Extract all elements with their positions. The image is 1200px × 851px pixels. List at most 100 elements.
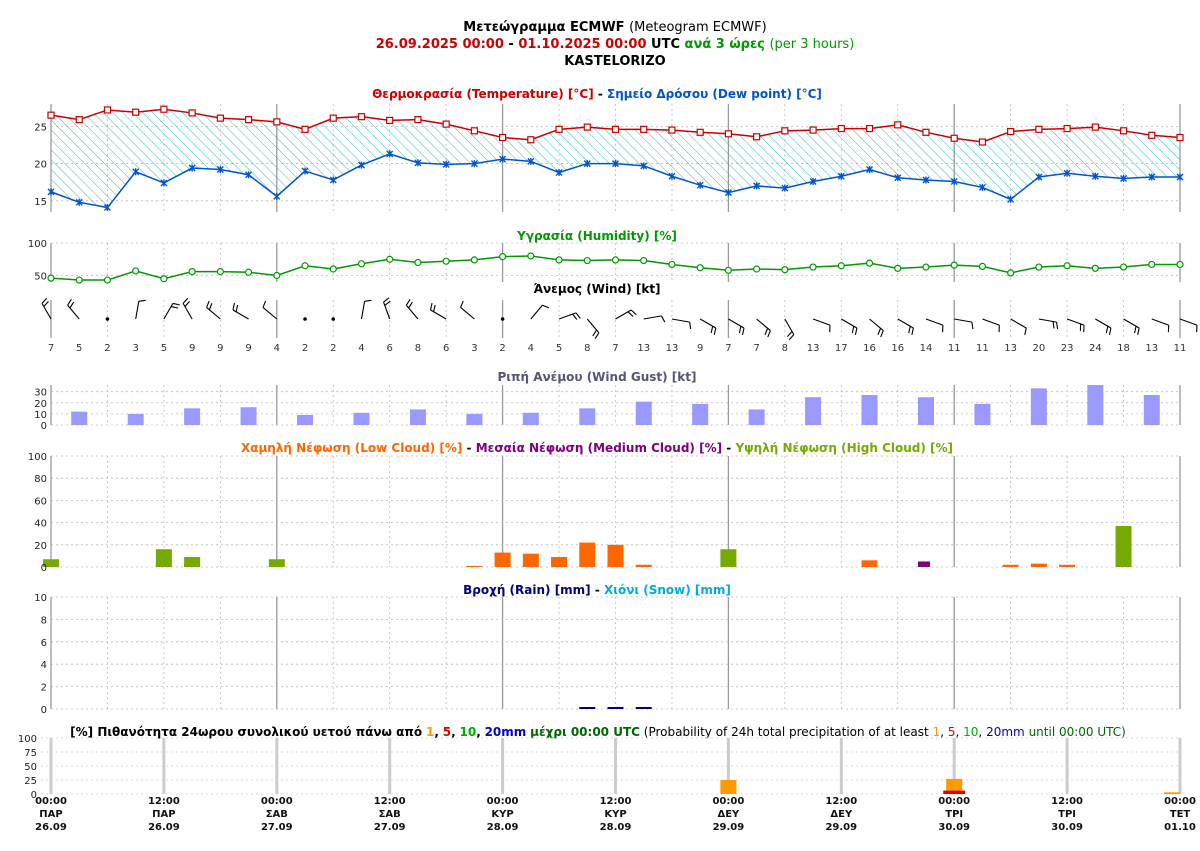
wind-barb <box>784 318 795 341</box>
dew-point-point <box>640 162 648 170</box>
temperature-point <box>1035 125 1043 133</box>
humidity-point <box>1063 262 1071 270</box>
title-dash: - <box>508 37 513 52</box>
temp-ytick-label: 25 <box>34 122 47 133</box>
dew-point-point <box>132 168 140 176</box>
gust-bar <box>184 408 201 425</box>
wind-speed-label: 23 <box>1061 343 1074 354</box>
x-tick-date: 26.09 <box>35 822 67 833</box>
cloud-ytick-label: 20 <box>34 541 47 552</box>
humidity-point <box>1091 264 1099 272</box>
gust-bar <box>1087 385 1104 425</box>
x-tick-day: ΚΥΡ <box>604 809 626 820</box>
temperature-sep: - <box>598 87 603 101</box>
temperature-point <box>357 113 366 121</box>
cloud-panel-title: Χαμηλή Νέφωση (Low Cloud) [%] - Μεσαία Ν… <box>241 441 953 455</box>
dew-point-point <box>442 160 450 168</box>
wind-barb <box>232 303 249 320</box>
wind-speed-label: 8 <box>584 343 590 354</box>
x-tick-date: 27.09 <box>261 822 293 833</box>
humidity-point <box>47 274 55 282</box>
temperature-point <box>470 127 478 135</box>
temperature-point <box>724 130 733 138</box>
dew-point-point <box>188 164 196 172</box>
wind-barb <box>206 300 221 320</box>
x-tick-day: ΚΥΡ <box>491 809 513 820</box>
low-cloud-bar <box>1030 563 1047 567</box>
location-name: KASTELORIZO <box>564 54 665 69</box>
low-cloud-bar <box>522 553 539 567</box>
rain-ytick-label: 10 <box>34 593 47 604</box>
wind-barb <box>1095 318 1112 335</box>
x-tick-date: 29.09 <box>825 822 857 833</box>
wind-barb <box>383 297 391 320</box>
humidity-point <box>753 265 761 273</box>
humidity-point <box>527 252 535 260</box>
wind-barb <box>460 300 475 320</box>
low-cloud-bar <box>861 560 878 567</box>
wind-speed-label: 3 <box>471 343 477 354</box>
humidity-point <box>357 260 366 268</box>
low-cloud-bar <box>607 544 624 567</box>
wind-speed-label: 2 <box>330 343 336 354</box>
wind-speed-label: 8 <box>415 343 421 354</box>
dew-point-point <box>1120 174 1128 182</box>
wind-speed-label: 2 <box>302 343 308 354</box>
rain-ytick-label: 2 <box>41 683 47 694</box>
rain-ytick-label: 0 <box>41 705 47 716</box>
x-tick-day: ΠΑΡ <box>152 809 175 820</box>
prob-title-en-10: 10 <box>963 725 978 739</box>
rain-bar <box>635 707 652 709</box>
temperature-point <box>837 124 845 133</box>
wind-speed-label: 13 <box>666 343 679 354</box>
x-axis-tick: 00:00 ΤΕΤ 01.10 <box>1164 796 1196 833</box>
temperature-point <box>47 111 55 119</box>
low-cloud-title: Χαμηλή Νέφωση (Low Cloud) [%] <box>241 441 462 455</box>
humidity-point <box>781 266 789 274</box>
wind-barb <box>1179 318 1198 333</box>
gust-panel-title: Ριπή Ανέμου (Wind Gust) [kt] <box>498 370 697 384</box>
temp-dew-spread-area <box>51 109 1180 208</box>
wind-speed-label: 7 <box>753 343 759 354</box>
temperature-point <box>555 125 563 133</box>
dew-point-point <box>1063 169 1071 177</box>
dew-point-point <box>922 176 930 184</box>
x-tick-day: ΤΡΙ <box>945 809 963 820</box>
x-tick-date: 30.09 <box>1051 822 1083 833</box>
dew-point-point <box>668 172 676 180</box>
x-axis-tick: 00:00 ΚΥΡ 28.09 <box>487 796 519 833</box>
gust-bar <box>409 409 426 425</box>
dew-point-point <box>894 174 902 182</box>
svg-text:Μετεώγραμμα ECMWF (Meteo: Μετεώγραμμα ECMWF (Meteogram ECMWF) <box>463 20 766 35</box>
wind-barb <box>303 317 307 321</box>
wind-barb <box>67 298 80 320</box>
x-axis-tick: 12:00 ΚΥΡ 28.09 <box>600 796 632 833</box>
wind-panel-title: Άνεμος (Wind) [kt] <box>533 282 660 296</box>
medium-cloud-bar <box>917 561 930 567</box>
high-cloud-bar <box>1115 525 1132 567</box>
wind-barb <box>135 299 146 320</box>
x-axis-tick: 00:00 ΤΡΙ 30.09 <box>938 796 970 833</box>
wind-speed-label: 13 <box>1004 343 1017 354</box>
x-tick-time: 12:00 <box>825 796 857 807</box>
humidity-point <box>724 266 733 274</box>
humidity-point <box>329 265 337 273</box>
temperature-point <box>75 116 83 124</box>
wind-barb <box>728 318 745 335</box>
wind-barb <box>586 318 600 340</box>
temperature-point <box>668 126 676 134</box>
temperature-point <box>696 128 704 136</box>
high-cloud-bar <box>43 559 59 567</box>
wind-barb <box>1123 318 1140 335</box>
rain-bar <box>579 707 596 709</box>
title-greek: Μετεώγραμμα ECMWF <box>463 20 624 35</box>
probability-bar-1 <box>1164 792 1180 794</box>
prob-title-1: 1 <box>426 725 434 739</box>
temperature-point <box>160 105 168 113</box>
gust-bar <box>579 408 596 425</box>
cloud-sep-2: - <box>726 441 731 455</box>
dew-point-point <box>978 183 986 191</box>
title-start-date: 26.09.2025 00:00 <box>376 37 504 52</box>
dew-point-point <box>1176 173 1184 181</box>
